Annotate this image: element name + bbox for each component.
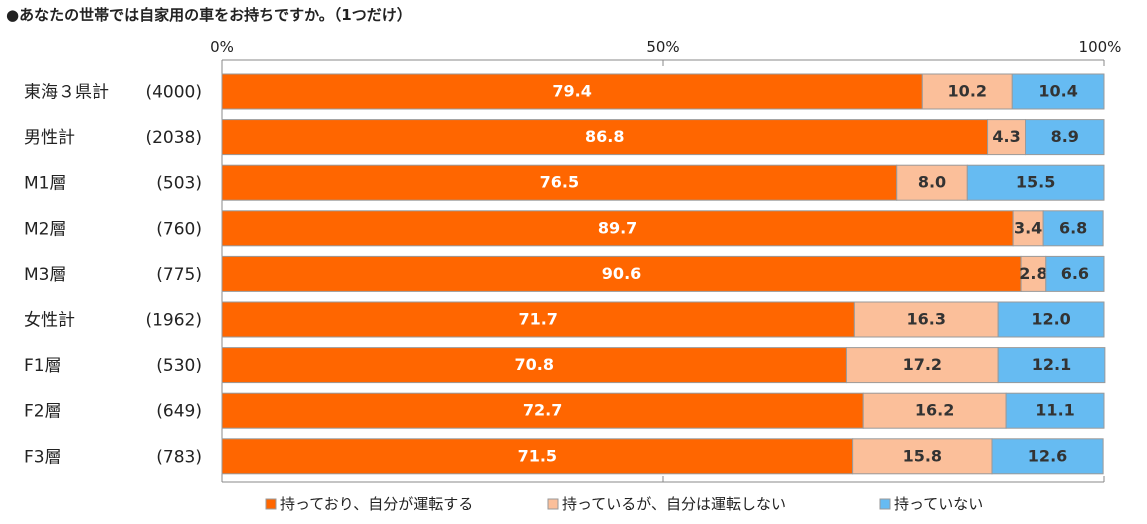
bar-segment (997, 301, 1105, 338)
legend-label: 持っているが、自分は運転しない (562, 495, 786, 513)
data-label: 6.6 (1061, 264, 1089, 283)
sample-size-label: (760) (156, 219, 202, 239)
sample-size-label: (775) (156, 265, 202, 285)
data-label: 79.4 (552, 82, 591, 101)
x-tick-label: 100% (1079, 38, 1122, 56)
data-label: 76.5 (540, 173, 579, 192)
bar-segment (221, 438, 854, 475)
data-label: 90.6 (602, 264, 641, 283)
data-label: 72.7 (523, 401, 562, 420)
data-label: 10.4 (1038, 82, 1077, 101)
sample-size-label: (649) (156, 402, 202, 422)
category-label: 東海３県計 (24, 83, 109, 103)
category-label: F1層 (24, 356, 62, 376)
bar-segment (987, 119, 1027, 156)
data-label: 11.1 (1035, 401, 1074, 420)
legend-swatch (879, 498, 891, 510)
data-label: 12.6 (1028, 446, 1067, 465)
bar-segment (1025, 119, 1105, 156)
bar-segment (221, 210, 1014, 247)
sample-size-label: (1962) (145, 311, 202, 331)
data-label: 3.4 (1014, 218, 1042, 237)
data-label: 2.8 (1019, 264, 1047, 283)
data-label: 6.8 (1059, 218, 1087, 237)
sample-size-label: (2038) (145, 128, 202, 148)
data-label: 4.3 (992, 127, 1020, 146)
data-label: 8.0 (918, 173, 946, 192)
bar-segment (1042, 210, 1104, 247)
data-label: 10.2 (948, 82, 987, 101)
bar-segment (221, 255, 1022, 292)
category-label: 女性計 (24, 311, 75, 331)
bar-segment (845, 347, 999, 384)
data-label: 8.9 (1051, 127, 1079, 146)
data-label: 16.3 (907, 310, 946, 329)
sample-size-label: (503) (156, 174, 202, 194)
sample-size-label: (783) (156, 447, 202, 467)
data-label: 71.7 (518, 310, 557, 329)
bar-segment (221, 164, 898, 201)
data-label: 70.8 (514, 355, 553, 374)
sample-size-label: (530) (156, 356, 202, 376)
data-label: 16.2 (915, 401, 954, 420)
data-label: 12.1 (1032, 355, 1071, 374)
x-tick-label: 0% (210, 38, 234, 56)
data-label: 15.8 (903, 446, 942, 465)
bar-segment (221, 119, 989, 156)
bar-segment (221, 73, 923, 110)
bar-segment (997, 347, 1106, 384)
legend-swatch (265, 498, 277, 510)
bar-segment (921, 73, 1013, 110)
data-label: 15.5 (1016, 173, 1055, 192)
bar-segment (1045, 255, 1105, 292)
chart-title: ●あなたの世帯では自家用の車をお持ちですか。（1つだけ） (6, 6, 412, 24)
bar-segment (1005, 392, 1105, 429)
data-label: 12.0 (1031, 310, 1070, 329)
x-tick-label: 50% (646, 38, 679, 56)
bar-segment (1020, 255, 1047, 292)
category-label: M3層 (24, 265, 66, 285)
sample-size-label: (4000) (145, 83, 202, 103)
bar-segment (991, 438, 1104, 475)
legend-swatch (547, 498, 559, 510)
data-label: 89.7 (598, 218, 637, 237)
category-label: 男性計 (24, 128, 75, 148)
bar-segment (221, 347, 847, 384)
bar-segment (1011, 73, 1105, 110)
bar-segment (221, 301, 855, 338)
category-label: M2層 (24, 219, 66, 239)
category-label: F2層 (24, 402, 62, 422)
bar-segment (896, 164, 968, 201)
bar-segment (221, 392, 864, 429)
data-label: 17.2 (903, 355, 942, 374)
data-label: 71.5 (518, 446, 557, 465)
legend-label: 持っていない (894, 495, 983, 513)
category-label: F3層 (24, 447, 62, 467)
category-label: M1層 (24, 174, 66, 194)
data-label: 86.8 (585, 127, 624, 146)
legend-label: 持っており、自分が運転する (280, 495, 473, 513)
bar-segment (966, 164, 1105, 201)
